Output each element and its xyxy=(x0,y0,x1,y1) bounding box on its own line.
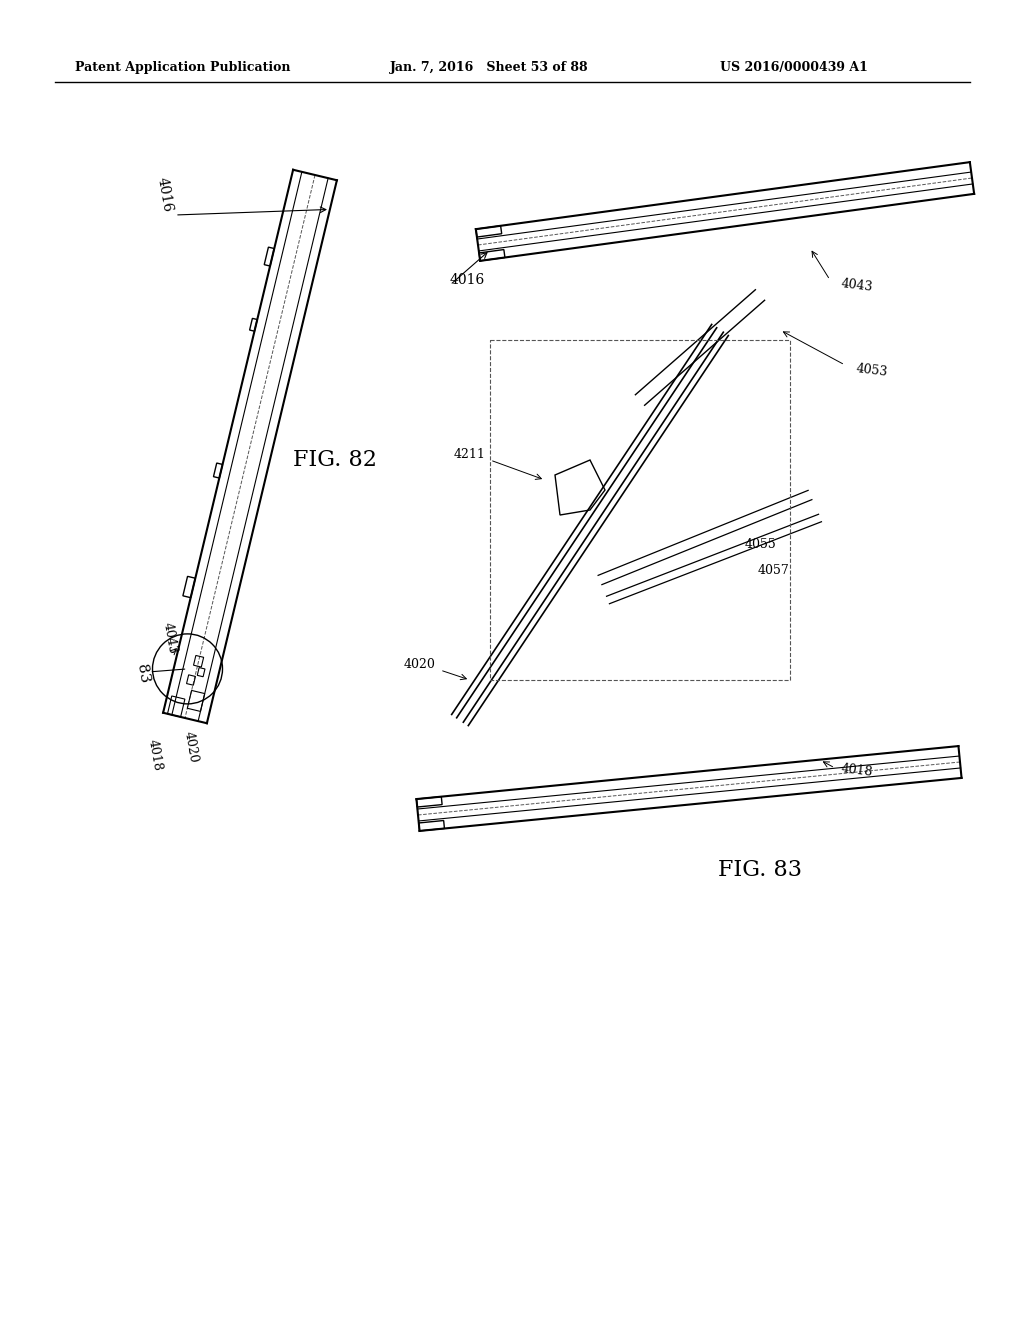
Text: FIG. 82: FIG. 82 xyxy=(293,449,377,471)
Text: FIG. 83: FIG. 83 xyxy=(718,859,802,880)
Text: US 2016/0000439 A1: US 2016/0000439 A1 xyxy=(720,62,868,74)
Text: 4057: 4057 xyxy=(758,564,790,577)
Text: 4016: 4016 xyxy=(450,273,485,286)
Text: 4020: 4020 xyxy=(181,730,200,764)
Text: 4018: 4018 xyxy=(840,762,873,779)
Text: Jan. 7, 2016   Sheet 53 of 88: Jan. 7, 2016 Sheet 53 of 88 xyxy=(390,62,589,74)
Text: 4043: 4043 xyxy=(161,622,179,655)
Text: 4053: 4053 xyxy=(855,362,888,379)
Text: 4016: 4016 xyxy=(155,177,175,214)
Text: 4211: 4211 xyxy=(454,449,485,462)
Text: 83: 83 xyxy=(134,663,152,685)
Text: 4018: 4018 xyxy=(145,738,164,772)
Text: 4043: 4043 xyxy=(840,277,873,293)
Text: 4055: 4055 xyxy=(745,539,777,552)
Text: 4020: 4020 xyxy=(403,659,435,672)
Text: Patent Application Publication: Patent Application Publication xyxy=(75,62,291,74)
